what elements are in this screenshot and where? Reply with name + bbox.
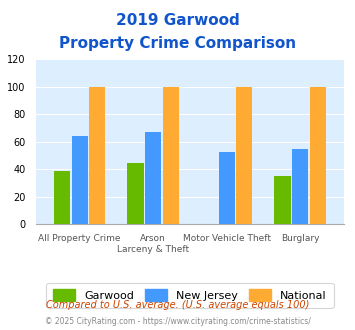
Bar [274,176,291,224]
Text: Compared to U.S. average. (U.S. average equals 100): Compared to U.S. average. (U.S. average … [46,300,309,310]
Bar [54,171,70,224]
Text: 2019 Garwood: 2019 Garwood [116,13,239,28]
Bar [292,149,308,224]
Bar [310,87,326,224]
Bar [163,87,179,224]
Bar [236,87,252,224]
Bar [219,151,235,224]
Bar [127,163,143,224]
Bar [145,132,161,224]
Bar [89,87,105,224]
Text: Property Crime Comparison: Property Crime Comparison [59,36,296,51]
Legend: Garwood, New Jersey, National: Garwood, New Jersey, National [46,283,334,308]
Bar [72,136,88,224]
Text: © 2025 CityRating.com - https://www.cityrating.com/crime-statistics/: © 2025 CityRating.com - https://www.city… [45,317,310,326]
